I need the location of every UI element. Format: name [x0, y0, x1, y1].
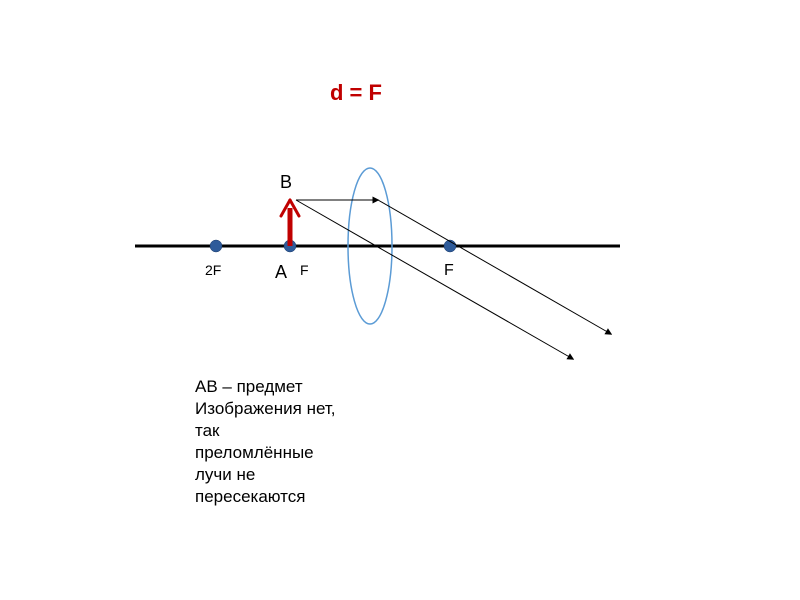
label-A: A [275, 262, 287, 283]
diagram-caption: АВ – предмет Изображения нет, так прелом… [195, 376, 335, 509]
label-F_left: F [300, 262, 309, 278]
focal-point-0 [210, 240, 222, 252]
label-B: B [280, 172, 292, 193]
optics-diagram [0, 0, 800, 600]
label-2F: 2F [205, 262, 221, 278]
ray-2 [296, 200, 573, 359]
label-F_right: F [444, 262, 454, 280]
